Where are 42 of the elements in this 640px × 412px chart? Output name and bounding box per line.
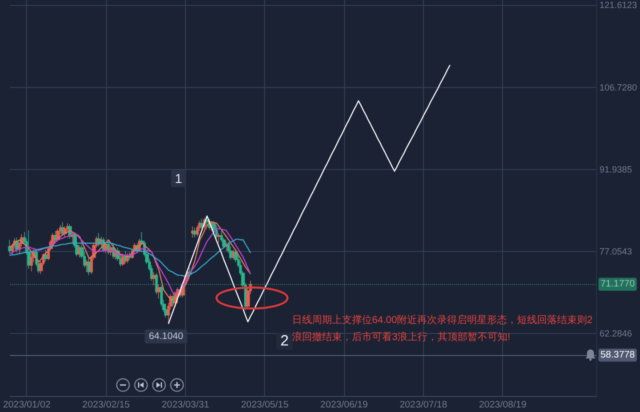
- candlestick: [44, 249, 48, 262]
- candlestick: [196, 225, 199, 237]
- annotation: 1: [174, 171, 182, 186]
- annotation: 64.1040: [148, 330, 184, 342]
- candlestick: [54, 230, 57, 242]
- line-series: [9, 220, 251, 301]
- candlestick: [191, 226, 194, 238]
- candlestick: [27, 230, 31, 269]
- annotation: 日线周期上支撑位64.00附近再次录得启明星形态，短线回落结束则2浪回撤结束，后市可看3浪上行，其顶部暂不可知!: [292, 314, 594, 343]
- x-tick-label: 2023/05/15: [240, 400, 288, 410]
- candlestick: [193, 227, 197, 238]
- candlestick: [232, 249, 235, 260]
- candlestick: [200, 218, 204, 230]
- x-tick-label: 2023/08/19: [478, 400, 526, 410]
- y-tick-label: 121.6123: [599, 0, 638, 10]
- y-tick-label: 77.0543: [599, 246, 632, 257]
- candlestick: [215, 225, 218, 240]
- candlestick: [157, 284, 161, 299]
- x-tick-label: 2023/02/15: [82, 400, 130, 410]
- candlestick: [229, 246, 233, 260]
- x-tick-label: 2023/07/18: [400, 400, 448, 410]
- y-tick-label: 106.7280: [599, 82, 638, 92]
- line-series: [9, 238, 251, 277]
- candlestick: [124, 250, 127, 264]
- candlestick: [30, 252, 33, 272]
- x-tick-label: 2023/01/02: [2, 400, 51, 410]
- candlestick: [217, 232, 221, 244]
- candlestick: [66, 222, 69, 232]
- ref-line-label: 71.1770: [600, 278, 635, 290]
- x-tick-label: 2023/03/31: [162, 400, 210, 410]
- ref-line-label: 58.3778: [600, 350, 635, 361]
- y-tick-label: 91.9385: [599, 164, 632, 174]
- candlestick: [155, 272, 158, 294]
- candlestick: [78, 245, 81, 258]
- candlestick: [87, 258, 91, 276]
- candlestick: [121, 254, 125, 266]
- x-tick-label: 2023/06/19: [320, 400, 368, 410]
- candlestick: [8, 239, 12, 254]
- annotation: 2: [280, 332, 289, 350]
- candlestick: [152, 272, 156, 286]
- y-tick-label: 62.2846: [599, 328, 632, 338]
- candlestick: [164, 304, 168, 318]
